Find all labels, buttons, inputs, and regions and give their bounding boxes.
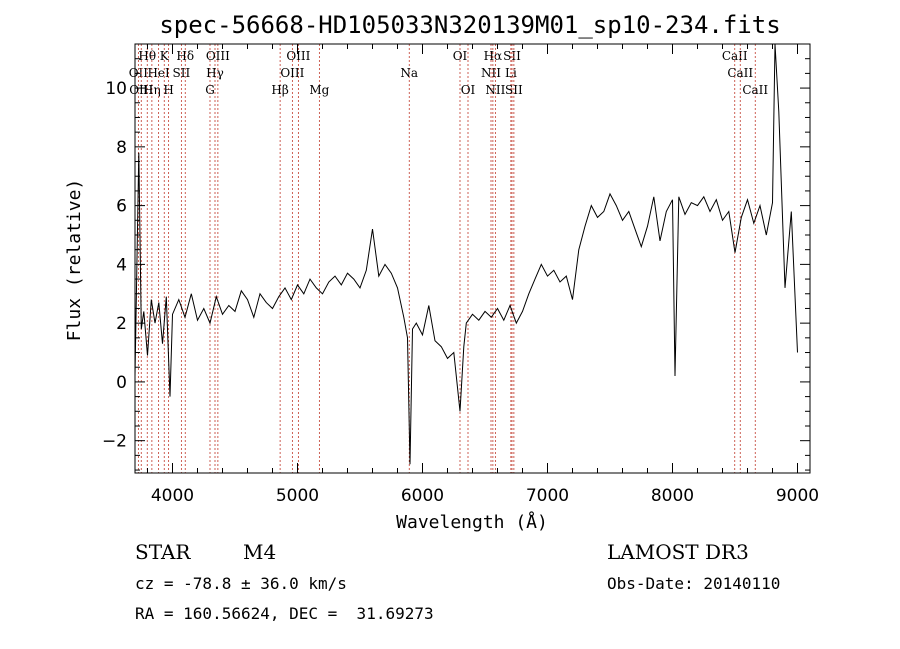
spectral-line-label-21: NII [485, 83, 505, 97]
y-tick-label: 2 [116, 314, 127, 334]
spectral-line-label-27: CaII [742, 83, 768, 97]
spectral-line-label-6: H [163, 83, 173, 97]
y-tick-label: 10 [105, 79, 127, 99]
spectral-line-label-17: OI [453, 49, 468, 63]
y-tick-label: 8 [116, 138, 127, 158]
subclass: M4 [243, 540, 277, 564]
spectral-line-label-13: OIII [280, 66, 304, 80]
spectral-line-label-14: OIII [286, 49, 310, 63]
x-tick-label: 5000 [276, 486, 319, 506]
x-axis-label: Wavelength (Å) [396, 511, 548, 533]
y-tick-label: −2 [102, 432, 127, 452]
survey-name: LAMOST DR3 [607, 540, 749, 564]
spectral-line-label-2: Hθ [138, 49, 156, 63]
spectral-line-markers: OIIOIIIHθHηHeIKHSIIHδGHγOIIIHβOIIIOIIIMg… [129, 44, 768, 473]
spectrum-series-0 [134, 43, 798, 465]
spectral-line-label-5: K [160, 49, 170, 63]
x-tick-label: 4000 [151, 486, 194, 506]
y-tick-label: 6 [116, 197, 127, 217]
object-class: STAR [135, 540, 191, 564]
chart-title: spec-56668-HD105033N320139M01_sp10-234.f… [159, 11, 780, 39]
y-tick-label: 4 [116, 255, 127, 275]
redshift-velocity: cz = -78.8 ± 36.0 km/s [135, 574, 347, 593]
y-axis-label: Flux (relative) [64, 179, 85, 342]
spectral-line-label-18: OI [461, 83, 476, 97]
x-tick-label: 9000 [776, 486, 819, 506]
spectral-line-label-11: OIII [206, 49, 230, 63]
spectral-line-label-15: Mg [309, 83, 329, 97]
spectral-line-label-3: Hη [143, 83, 161, 97]
spectral-line-label-12: Hβ [271, 83, 288, 97]
spectral-line-label-16: Na [400, 66, 418, 80]
spectral-line-label-25: CaII [722, 49, 748, 63]
series-group [134, 43, 798, 465]
y-tick-label: 0 [116, 373, 127, 393]
observation-date: Obs-Date: 20140110 [607, 574, 781, 593]
axis-ticks: 4000 5000 6000 7000 8000 9000 −2 0 2 4 6 8 10 [102, 43, 819, 506]
x-tick-label: 8000 [651, 486, 694, 506]
coordinates: RA = 160.56624, DEC = 31.69273 [135, 604, 434, 623]
spectral-line-label-23: SII [503, 49, 521, 63]
spectral-line-label-4: HeI [147, 66, 170, 80]
spectral-line-label-19: NII [481, 66, 501, 80]
spectral-line-label-9: G [205, 83, 215, 97]
spectral-line-label-10: Hγ [206, 66, 224, 80]
x-tick-label: 7000 [526, 486, 569, 506]
spectral-line-label-20: Hα [484, 49, 503, 63]
spectral-line-label-26: CaII [727, 66, 753, 80]
spectral-line-label-22: Li [505, 66, 517, 80]
plot-frame [134, 43, 811, 474]
x-tick-label: 6000 [401, 486, 444, 506]
spectral-line-label-8: Hδ [176, 49, 194, 63]
spectral-line-label-24: SII [505, 83, 523, 97]
spectral-line-label-7: SII [173, 66, 191, 80]
